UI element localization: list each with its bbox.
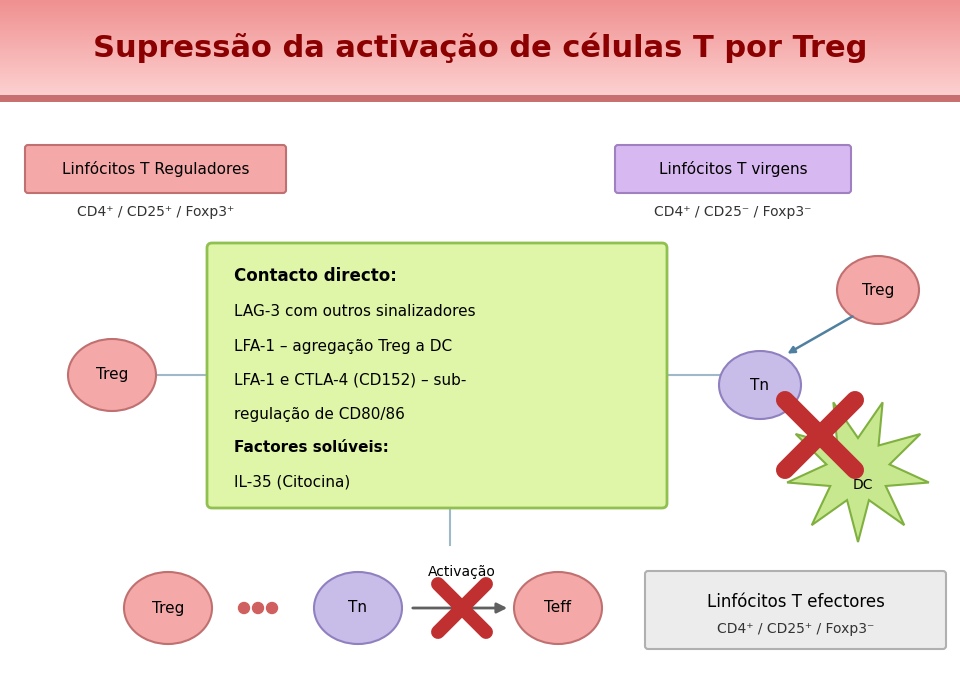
Text: Teff: Teff [544,601,571,616]
FancyBboxPatch shape [615,145,851,193]
Text: Linfócitos T Reguladores: Linfócitos T Reguladores [61,161,250,177]
Circle shape [238,603,250,614]
Ellipse shape [837,256,919,324]
Ellipse shape [514,572,602,644]
Text: Linfócitos T virgens: Linfócitos T virgens [659,161,807,177]
Text: Tn: Tn [348,601,368,616]
Text: LFA-1 – agregação Treg a DC: LFA-1 – agregação Treg a DC [234,338,452,353]
Text: Treg: Treg [96,368,129,383]
Text: Activação: Activação [428,565,496,579]
Text: Treg: Treg [862,283,894,298]
FancyBboxPatch shape [25,145,286,193]
Text: Treg: Treg [152,601,184,616]
Text: LFA-1 e CTLA-4 (CD152) – sub-: LFA-1 e CTLA-4 (CD152) – sub- [234,373,467,387]
Text: CD4⁺ / CD25⁺ / Foxp3⁺: CD4⁺ / CD25⁺ / Foxp3⁺ [77,205,234,219]
FancyBboxPatch shape [645,571,946,649]
Text: Linfócitos T efectores: Linfócitos T efectores [707,593,884,611]
Text: Supressão da activação de células T por Treg: Supressão da activação de células T por … [93,32,867,63]
Text: Contacto directo:: Contacto directo: [234,267,396,285]
Ellipse shape [314,572,402,644]
Polygon shape [787,402,929,542]
Text: CD4⁺ / CD25⁺ / Foxp3⁻: CD4⁺ / CD25⁺ / Foxp3⁻ [717,622,875,636]
Text: Factores solúveis:: Factores solúveis: [234,441,389,456]
FancyBboxPatch shape [207,243,667,508]
Ellipse shape [719,351,801,419]
Ellipse shape [68,339,156,411]
Text: LAG-3 com outros sinalizadores: LAG-3 com outros sinalizadores [234,304,475,319]
Bar [0,95,960,102]
Text: IL-35 (Citocina): IL-35 (Citocina) [234,475,350,490]
Ellipse shape [124,572,212,644]
Text: regulação de CD80/86: regulação de CD80/86 [234,407,405,422]
Text: CD4⁺ / CD25⁻ / Foxp3⁻: CD4⁺ / CD25⁻ / Foxp3⁻ [655,205,812,219]
Text: DC: DC [852,478,874,492]
Bar [0,102,960,681]
Circle shape [252,603,263,614]
Circle shape [267,603,277,614]
Text: Tn: Tn [751,377,770,392]
